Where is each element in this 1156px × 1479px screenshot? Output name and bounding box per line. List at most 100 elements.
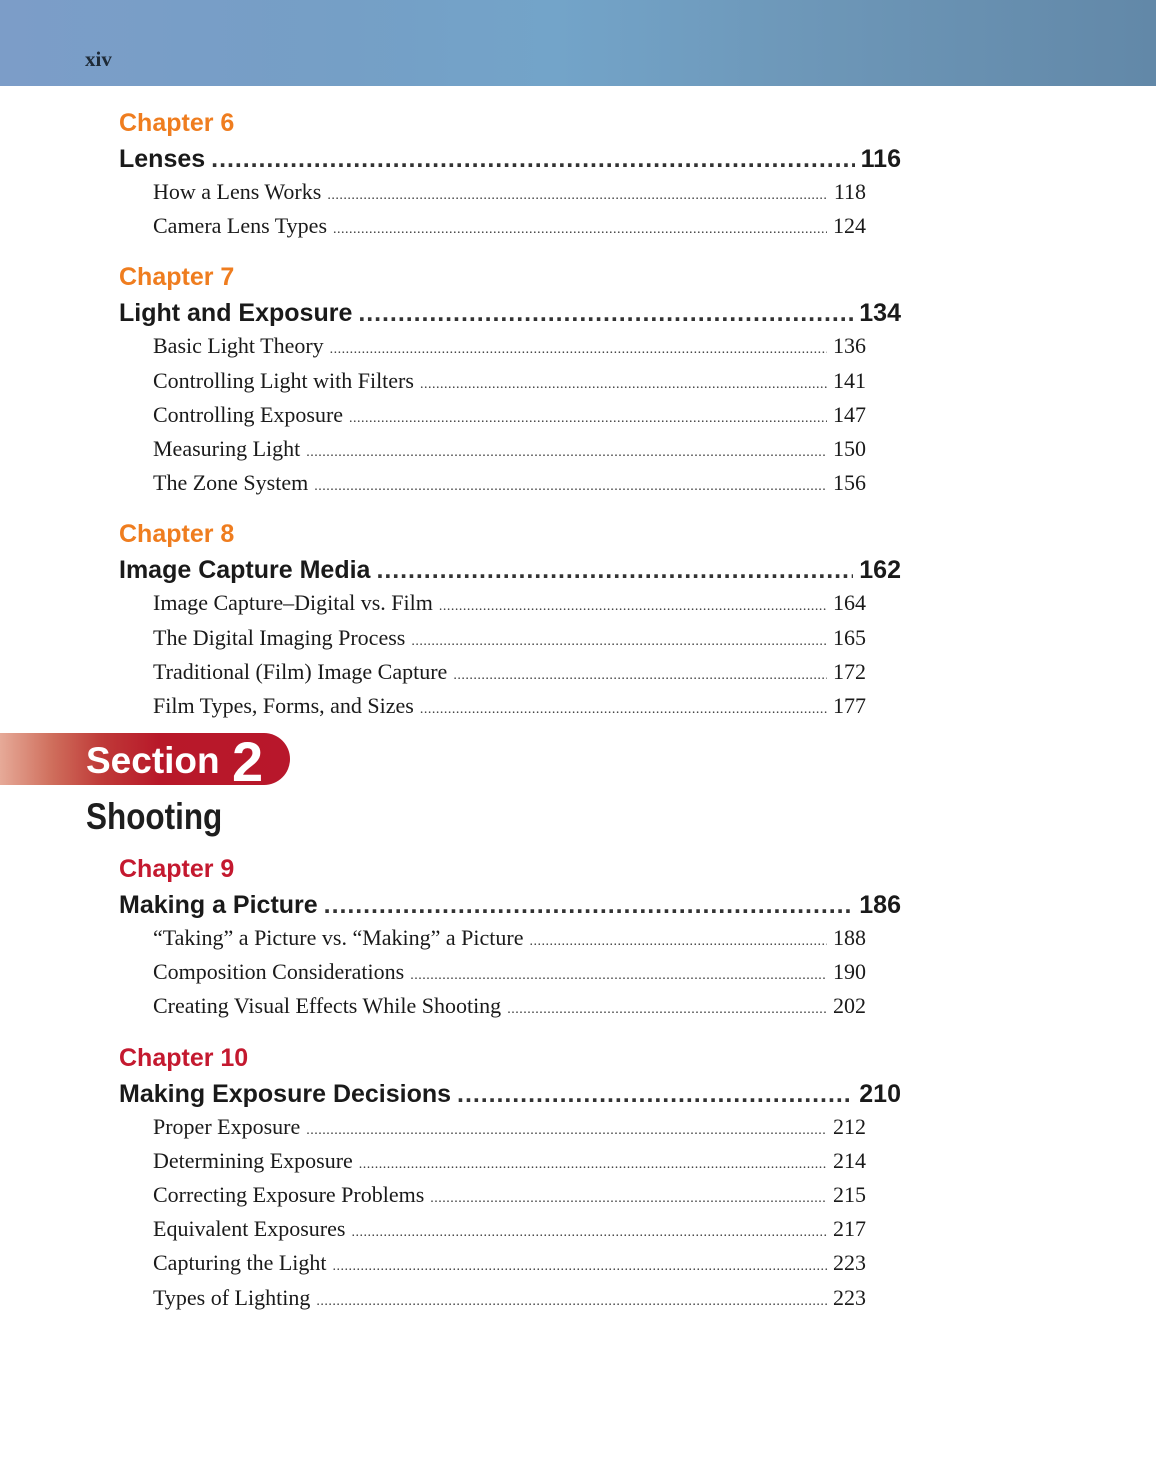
toc-entry[interactable]: Types of Lighting 223 bbox=[153, 1283, 866, 1317]
entry-page: 156 bbox=[833, 470, 866, 496]
section-number: 2 bbox=[232, 730, 264, 793]
entry-page: 150 bbox=[833, 436, 866, 462]
entry-title: The Digital Imaging Process bbox=[153, 624, 406, 650]
entry-title: Traditional (Film) Image Capture bbox=[153, 658, 448, 684]
entry-page: 124 bbox=[833, 213, 866, 239]
toc-entry[interactable]: Capturing the Light 223 bbox=[153, 1248, 866, 1282]
dot-leader bbox=[420, 691, 827, 725]
entry-title: Determining Exposure bbox=[153, 1147, 353, 1173]
dot-leader bbox=[457, 1076, 853, 1112]
dot-leader bbox=[359, 1146, 827, 1180]
entry-title: Equivalent Exposures bbox=[153, 1216, 346, 1242]
entry-page: 190 bbox=[833, 959, 866, 985]
dot-leader bbox=[420, 366, 827, 400]
toc-entry[interactable]: Controlling Light with Filters 141 bbox=[153, 366, 866, 400]
dot-leader bbox=[314, 468, 827, 502]
dot-leader bbox=[333, 211, 827, 245]
entry-title: Measuring Light bbox=[153, 436, 301, 462]
entry-title: Image Capture–Digital vs. Film bbox=[153, 590, 433, 616]
dot-leader bbox=[306, 434, 827, 468]
dot-leader bbox=[507, 991, 827, 1025]
toc-entry[interactable]: Traditional (Film) Image Capture 172 bbox=[153, 657, 866, 691]
chapter-page: 134 bbox=[859, 299, 901, 328]
toc-entry[interactable]: Composition Considerations 190 bbox=[153, 957, 866, 991]
entry-title: Creating Visual Effects While Shooting bbox=[153, 993, 502, 1019]
chapter-page: 210 bbox=[859, 1079, 901, 1108]
entry-page: 172 bbox=[833, 658, 866, 684]
chapter-title-row[interactable]: Image Capture Media 162 bbox=[119, 552, 901, 588]
entry-page: 223 bbox=[833, 1284, 866, 1310]
toc-entry[interactable]: Measuring Light 150 bbox=[153, 434, 866, 468]
entry-page: 177 bbox=[833, 693, 866, 719]
entry-page: 118 bbox=[833, 179, 866, 204]
chapter-title: Making a Picture bbox=[119, 891, 318, 919]
toc-entry[interactable]: Basic Light Theory 136 bbox=[153, 331, 866, 365]
chapter-title: Image Capture Media bbox=[119, 556, 371, 585]
entry-title: Controlling Exposure bbox=[153, 401, 344, 427]
toc-entry[interactable]: How a Lens Works 118 bbox=[153, 177, 866, 211]
toc-entry[interactable]: Image Capture–Digital vs. Film 164 bbox=[153, 588, 866, 622]
toc-entry[interactable]: Determining Exposure 214 bbox=[153, 1146, 866, 1180]
toc-entry[interactable]: Proper Exposure 212 bbox=[153, 1112, 866, 1146]
entry-title: Types of Lighting bbox=[153, 1284, 311, 1310]
chapter-title-row[interactable]: Lenses 116 bbox=[119, 141, 901, 177]
chapter-label: Chapter 10 bbox=[119, 1043, 249, 1072]
toc-entry[interactable]: Equivalent Exposures 217 bbox=[153, 1214, 866, 1248]
entry-page: 217 bbox=[833, 1216, 866, 1242]
entry-title: Basic Light Theory bbox=[153, 333, 324, 359]
entry-page: 165 bbox=[833, 624, 866, 650]
dot-leader bbox=[376, 552, 853, 588]
toc-entry[interactable]: “Taking” a Picture vs. “Making” a Pictur… bbox=[153, 923, 866, 957]
chapter-label: Chapter 8 bbox=[119, 520, 235, 549]
dot-leader bbox=[211, 141, 854, 177]
dot-leader bbox=[316, 1283, 827, 1317]
entry-page: 188 bbox=[833, 925, 866, 950]
toc-entry[interactable]: The Zone System 156 bbox=[153, 468, 866, 502]
page-header-band: xiv bbox=[0, 0, 1156, 86]
entry-title: Composition Considerations bbox=[153, 959, 405, 985]
entry-title: Film Types, Forms, and Sizes bbox=[153, 693, 414, 719]
dot-leader bbox=[453, 657, 827, 691]
section-title: Shooting bbox=[86, 796, 223, 837]
dot-leader bbox=[324, 887, 854, 923]
entry-title: “Taking” a Picture vs. “Making” a Pictur… bbox=[153, 925, 524, 950]
chapter-block: Chapter 9 Making a Picture 186 “Taking” a P… bbox=[119, 851, 901, 1026]
chapter-title-row[interactable]: Making Exposure Decisions 210 bbox=[119, 1076, 901, 1112]
chapter-page: 162 bbox=[859, 556, 901, 585]
toc-entry[interactable]: Correcting Exposure Problems 215 bbox=[153, 1180, 866, 1214]
toc-group-2: Chapter 9 Making a Picture 186 “Taking” a P… bbox=[119, 851, 901, 1331]
toc-entry[interactable]: Creating Visual Effects While Shooting 20… bbox=[153, 991, 866, 1025]
section-banner: Section 2 bbox=[0, 730, 290, 793]
chapter-title: Making Exposure Decisions bbox=[119, 1079, 452, 1108]
dot-leader bbox=[333, 1248, 827, 1282]
entry-page: 214 bbox=[833, 1147, 866, 1173]
entry-page: 164 bbox=[833, 590, 866, 616]
dot-leader bbox=[349, 400, 827, 434]
entry-title: Capturing the Light bbox=[153, 1250, 327, 1276]
entry-page: 136 bbox=[833, 333, 866, 359]
dot-leader bbox=[306, 1112, 827, 1146]
toc-entry[interactable]: The Digital Imaging Process 165 bbox=[153, 623, 866, 657]
entry-page: 215 bbox=[833, 1182, 866, 1208]
dot-leader bbox=[439, 588, 827, 622]
dot-leader bbox=[351, 1214, 827, 1248]
chapter-title-row[interactable]: Making a Picture 186 bbox=[119, 887, 901, 923]
chapter-label: Chapter 7 bbox=[119, 263, 235, 292]
toc-entry[interactable]: Controlling Exposure 147 bbox=[153, 400, 866, 434]
dot-leader bbox=[327, 177, 828, 211]
toc-entry[interactable]: Camera Lens Types 124 bbox=[153, 211, 866, 245]
entry-page: 212 bbox=[833, 1113, 866, 1139]
chapter-block: Chapter 6 Lenses 116 How a Lens Works 118 Cam… bbox=[119, 105, 901, 245]
chapter-title-row[interactable]: Light and Exposure 134 bbox=[119, 295, 901, 331]
chapter-title: Light and Exposure bbox=[119, 299, 353, 328]
chapter-title: Lenses bbox=[119, 145, 206, 173]
entry-title: Camera Lens Types bbox=[153, 213, 328, 239]
dot-leader bbox=[358, 295, 853, 331]
dot-leader bbox=[430, 1180, 827, 1214]
toc-group-1: Chapter 6 Lenses 116 How a Lens Works 118 Cam… bbox=[119, 105, 901, 739]
entry-title: Correcting Exposure Problems bbox=[153, 1182, 425, 1208]
dot-leader bbox=[530, 923, 828, 957]
toc-entry[interactable]: Film Types, Forms, and Sizes 177 bbox=[153, 691, 866, 725]
dot-leader bbox=[330, 331, 827, 365]
